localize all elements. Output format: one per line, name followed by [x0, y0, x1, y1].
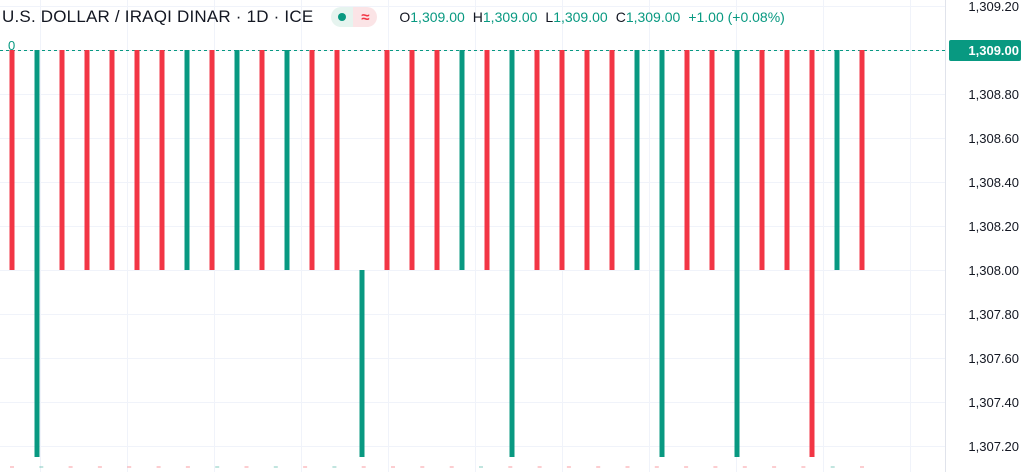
baseline-bar	[10, 466, 14, 468]
symbol-title[interactable]: U.S. DOLLAR / IRAQI DINAR · 1D · ICE	[2, 7, 314, 26]
corner-label: 0	[8, 38, 15, 53]
candle	[359, 270, 365, 457]
candle	[184, 50, 190, 270]
candle	[109, 50, 115, 270]
baseline-bar	[830, 466, 835, 468]
baseline-bar	[479, 466, 483, 468]
y-tick-label: 1,307.20	[968, 439, 1019, 454]
last-price-label: 1,309.00	[968, 43, 1019, 58]
candle	[509, 50, 515, 457]
ohlc-open: O1,309.00	[399, 9, 465, 25]
y-tick-label: 1,307.60	[968, 351, 1019, 366]
approximate-wave-icon[interactable]: ≈	[353, 7, 378, 27]
candle	[134, 50, 140, 270]
y-tick-label: 1,309.20	[968, 0, 1019, 14]
candle	[259, 50, 265, 270]
candle	[284, 50, 290, 270]
baseline-bar	[801, 466, 806, 468]
candle	[534, 50, 540, 270]
y-tick-label: 1,308.80	[968, 87, 1019, 102]
y-tick-label: 1,308.20	[968, 219, 1019, 234]
baseline-bar	[244, 466, 249, 468]
candle	[334, 50, 340, 270]
candle	[9, 50, 15, 270]
baseline-bar	[361, 466, 366, 468]
baseline-bar	[185, 466, 190, 468]
baseline-bar	[420, 466, 425, 468]
market-open-dot-icon[interactable]	[331, 7, 354, 27]
candle	[409, 50, 415, 270]
baseline-bar	[273, 466, 278, 468]
y-tick-label: 1,307.80	[968, 307, 1019, 322]
baseline-bar	[303, 466, 308, 468]
baseline-bar	[97, 466, 102, 468]
plot-area[interactable]: 0	[0, 0, 945, 472]
baseline-bar	[156, 466, 161, 468]
ohlc-close: C1,309.00	[615, 9, 681, 25]
baseline-bar	[742, 466, 747, 468]
candle	[234, 50, 240, 270]
candle	[759, 50, 765, 270]
candle	[84, 50, 90, 270]
candle	[559, 50, 565, 270]
baseline-bar	[772, 466, 777, 468]
baseline-bar	[68, 466, 73, 468]
candle	[734, 50, 740, 457]
status-badges[interactable]: ≈	[331, 7, 378, 27]
candle	[209, 50, 215, 270]
baseline-bar	[654, 466, 659, 468]
baseline-bar	[508, 466, 513, 468]
candle	[484, 50, 490, 270]
candle	[434, 50, 440, 270]
candle	[834, 50, 840, 270]
ohlc-high: H1,309.00	[472, 9, 538, 25]
candle	[634, 50, 640, 270]
baseline-bar	[566, 466, 571, 468]
ohlc-low: L1,309.00	[545, 9, 608, 25]
ohlc-legend: O1,309.00 H1,309.00 L1,309.00 C1,309.00 …	[399, 9, 784, 25]
baseline-bar	[860, 466, 864, 468]
candle	[309, 50, 315, 270]
baseline-bar	[127, 466, 132, 468]
candle	[659, 50, 665, 457]
baseline-bar	[713, 466, 718, 468]
y-tick-label: 1,307.40	[968, 395, 1019, 410]
candle	[809, 50, 815, 457]
ohlc-change: +1.00 (+0.08%)	[688, 9, 785, 25]
candle	[59, 50, 65, 270]
candle	[784, 50, 790, 270]
candle	[159, 50, 165, 270]
y-tick-label: 1,308.60	[968, 131, 1019, 146]
baseline-bar	[537, 466, 542, 468]
candle	[584, 50, 590, 270]
baseline-bar	[391, 466, 395, 468]
baseline-bar	[625, 466, 630, 468]
y-tick-label: 1,308.00	[968, 263, 1019, 278]
candle	[34, 50, 40, 457]
candle	[684, 50, 690, 270]
candle	[459, 50, 465, 270]
y-tick-label: 1,308.40	[968, 175, 1019, 190]
chart-header: U.S. DOLLAR / IRAQI DINAR · 1D · ICE ≈ O…	[0, 0, 945, 34]
candle	[609, 50, 615, 270]
baseline-bar	[215, 466, 220, 468]
last-price-box	[949, 40, 1021, 61]
baseline-bar	[684, 466, 689, 468]
candle	[709, 50, 715, 270]
baseline-bar	[449, 466, 454, 468]
candle	[859, 50, 865, 270]
baseline-bar	[39, 466, 44, 468]
baseline-bar	[332, 466, 337, 468]
candle	[384, 50, 390, 270]
baseline-bar	[596, 466, 601, 468]
